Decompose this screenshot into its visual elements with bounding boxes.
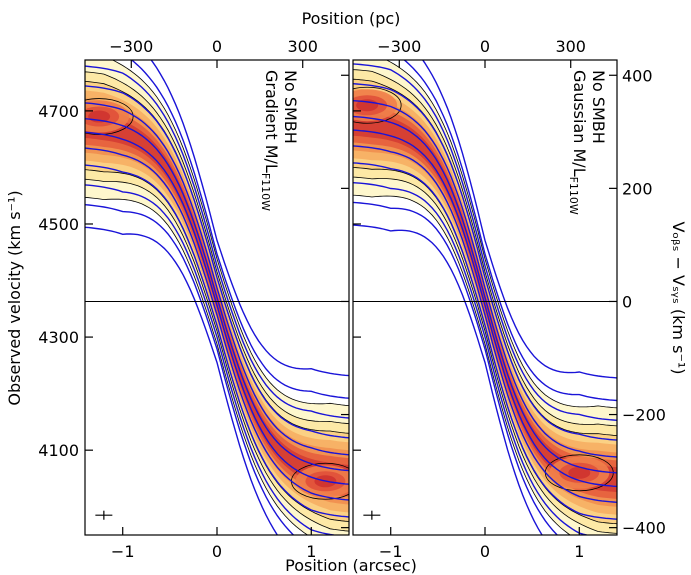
left-axis-title: Observed velocity (km s⁻¹) bbox=[5, 190, 24, 405]
model-contour-8 bbox=[353, 100, 617, 458]
x-arcsec-tick-label: 1 bbox=[574, 542, 584, 561]
x-pc-tick-label: 0 bbox=[480, 37, 490, 56]
model-contour-2 bbox=[85, 204, 295, 535]
model-contour-9 bbox=[85, 85, 349, 439]
model-contour-11 bbox=[130, 60, 349, 399]
y-rel-tick-label: 400 bbox=[622, 66, 653, 85]
model-contour-10 bbox=[85, 65, 349, 419]
panel-right: −1 0 1 −300 0 300 No SMBH Gaussian M/LF110W bbox=[352, 37, 618, 561]
model-contour-2 bbox=[353, 201, 559, 535]
model-contour-1 bbox=[85, 226, 279, 535]
left-annotation-line-2-text: Gradient M/L bbox=[262, 70, 281, 173]
x-arcsec-tick-label: −1 bbox=[379, 542, 403, 561]
x-arcsec-tick-label: 1 bbox=[306, 542, 316, 561]
model-contour-3 bbox=[85, 184, 339, 535]
left-annotation-line-2: Gradient M/LF110W bbox=[259, 70, 281, 211]
x-pc-tick-label: 300 bbox=[555, 37, 586, 56]
x-arcsec-tick-label: −1 bbox=[111, 542, 135, 561]
y-obs-tick-label: 4300 bbox=[38, 328, 79, 347]
right-axis-title: Vₒᵦₛ − Vₛᵧₛ (km s⁻¹) bbox=[669, 221, 688, 374]
panel-left: −1 0 1 −300 0 300 No SMBH Gradient M/LF110W bbox=[84, 37, 350, 561]
top-axis-title: Position (pc) bbox=[302, 9, 401, 28]
y-rel-tick-label: 0 bbox=[622, 292, 632, 311]
axis-tick-labels: 4100 4300 4500 4700 −400 −200 0 200 400 bbox=[38, 66, 666, 537]
model-contour-6 bbox=[85, 131, 349, 485]
model-contour-7 bbox=[353, 115, 617, 474]
model-contour-12 bbox=[150, 60, 349, 377]
y-obs-tick-label: 4500 bbox=[38, 215, 79, 234]
model-contour-5 bbox=[85, 147, 349, 501]
y-obs-tick-label: 4700 bbox=[38, 102, 79, 121]
right-annotation-line-2-text: Gaussian M/L bbox=[570, 70, 589, 177]
model-contour-9 bbox=[353, 83, 617, 441]
right-plot-area bbox=[353, 60, 617, 535]
model-contour-10 bbox=[353, 63, 617, 421]
y-obs-tick-label: 4100 bbox=[38, 441, 79, 460]
x-pc-tick-label: −300 bbox=[109, 37, 153, 56]
model-contour-12 bbox=[421, 60, 617, 379]
x-pc-tick-label: −300 bbox=[377, 37, 421, 56]
model-contour-7 bbox=[85, 118, 349, 472]
x-arcsec-tick-label: 0 bbox=[480, 542, 490, 561]
model-contour-4 bbox=[353, 162, 617, 520]
right-panel-ticks: −1 0 1 −300 0 300 bbox=[353, 37, 617, 561]
left-annotation-line-2-sub: F110W bbox=[259, 173, 272, 211]
right-annotation-line-2-sub: F110W bbox=[567, 177, 580, 215]
left-panel-ticks: −1 0 1 −300 0 300 bbox=[85, 37, 349, 561]
model-contour-5 bbox=[353, 145, 617, 503]
right-annotation-line-1: No SMBH bbox=[589, 70, 608, 144]
data-peak-1-outline bbox=[353, 86, 402, 124]
model-contour-3 bbox=[353, 182, 590, 535]
data-peak-2-level-3 bbox=[568, 466, 591, 479]
model-contour-6 bbox=[353, 129, 617, 488]
x-pc-tick-label: 300 bbox=[287, 37, 318, 56]
y-rel-tick-label: −200 bbox=[622, 406, 666, 425]
bottom-axis-title: Position (arcsec) bbox=[285, 556, 417, 575]
model-contour-4 bbox=[85, 164, 349, 518]
model-contour-11 bbox=[403, 60, 617, 402]
y-rel-tick-label: −400 bbox=[622, 519, 666, 538]
left-annotation-line-1: No SMBH bbox=[281, 70, 300, 144]
x-pc-tick-label: 0 bbox=[212, 37, 222, 56]
model-contour-8 bbox=[85, 102, 349, 456]
x-arcsec-tick-label: 0 bbox=[212, 542, 222, 561]
left-plot-area bbox=[85, 60, 349, 535]
right-annotation-line-2: Gaussian M/LF110W bbox=[567, 70, 589, 215]
y-rel-tick-label: 200 bbox=[622, 179, 653, 198]
model-contour-1 bbox=[353, 224, 543, 535]
